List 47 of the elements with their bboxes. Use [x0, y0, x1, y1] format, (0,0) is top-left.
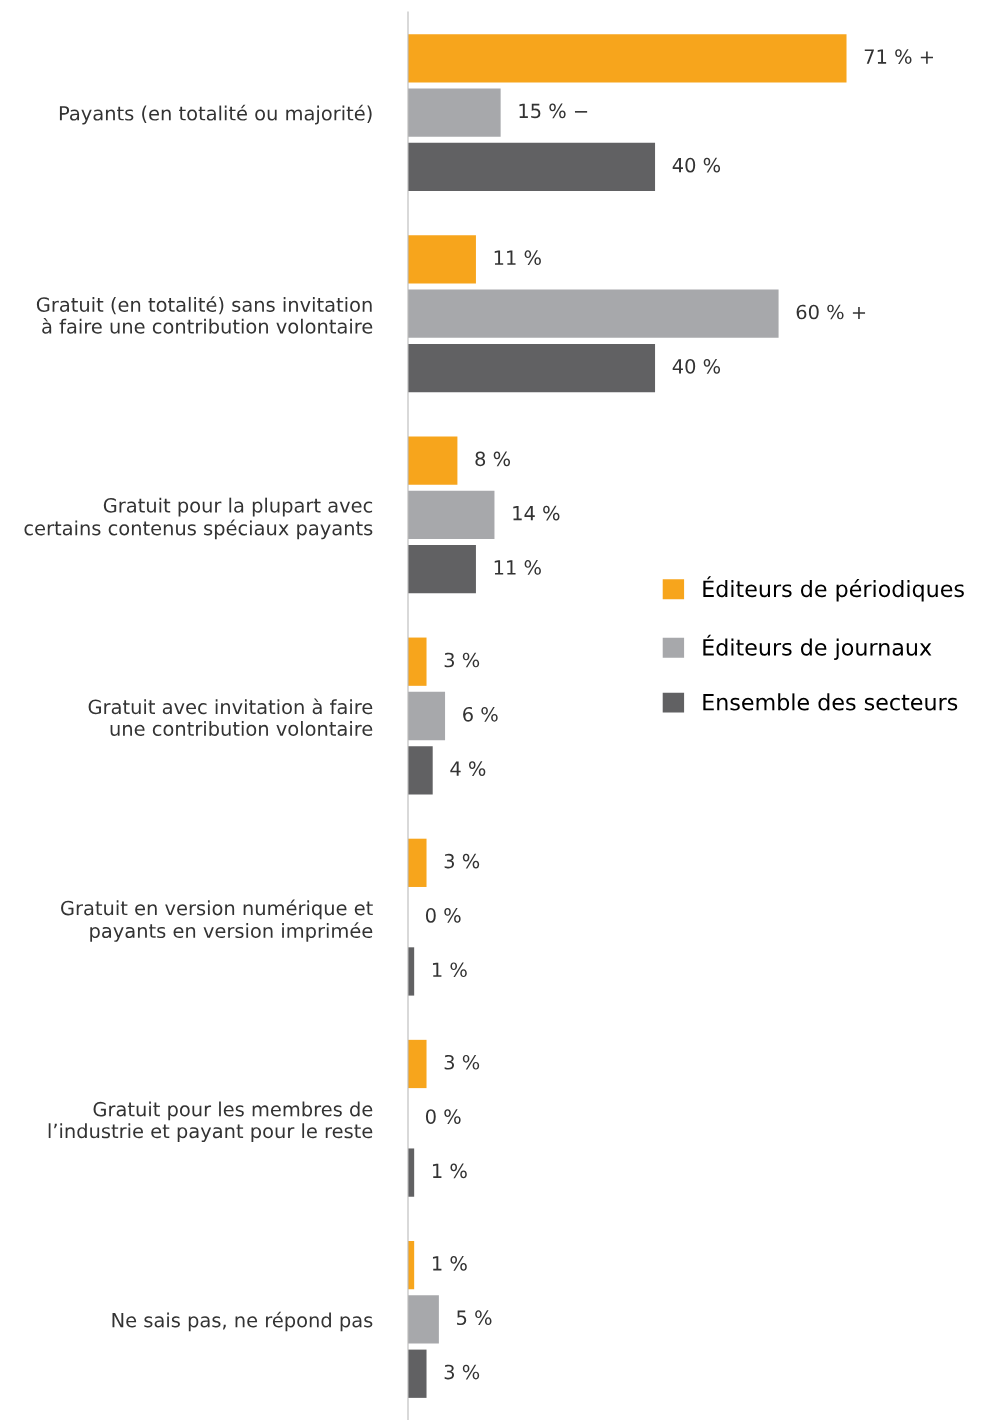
- legend-label: Éditeurs de périodiques: [703, 576, 964, 602]
- bar: [408, 838, 427, 887]
- bar: [408, 88, 501, 137]
- bar: [408, 235, 476, 284]
- bar: [408, 343, 656, 393]
- bar: [408, 545, 476, 594]
- data-label: 3 %: [444, 1054, 480, 1070]
- data-label: 4 %: [450, 761, 486, 776]
- data-label: 1 %: [432, 1256, 467, 1271]
- data-label: 40 %: [672, 157, 721, 173]
- bar: [408, 1295, 439, 1344]
- data-label: 1 %: [432, 1163, 467, 1179]
- data-label: 71 % +: [864, 49, 933, 64]
- bar: [408, 691, 446, 741]
- data-label: 8 %: [475, 451, 511, 467]
- bar: [408, 1349, 427, 1398]
- data-label: 3 %: [444, 1364, 480, 1380]
- data-label: 6 %: [463, 706, 498, 722]
- bar: [408, 34, 847, 83]
- data-label: 3 %: [444, 652, 480, 668]
- y-tick-label: Gratuit avec invitation à faire une contribution volontaire: [88, 698, 373, 737]
- y-tick-label: Payants (en totalité ou majorité): [59, 104, 372, 125]
- y-tick-label: Gratuit pour les membres de l’industrie et payant pour le reste: [48, 1101, 373, 1143]
- data-label: 0 %: [425, 908, 461, 923]
- y-tick-label: Gratuit (en totalité) sans invitation à faire une contribution volontaire: [36, 296, 373, 334]
- bar: [408, 637, 427, 686]
- y-tick-label: Gratuit en version numérique et payants en version imprimée: [61, 899, 373, 942]
- data-label: 14 %: [513, 505, 560, 521]
- bar: [408, 289, 779, 338]
- bar: [408, 436, 458, 485]
- data-label: 40 %: [672, 358, 721, 374]
- legend-label: Ensemble des secteurs: [703, 693, 958, 711]
- bar: [408, 1039, 427, 1089]
- data-label: 1 %: [432, 962, 467, 978]
- bar: [408, 142, 656, 192]
- data-label: 0 %: [425, 1109, 461, 1124]
- data-label: 11 %: [494, 560, 541, 575]
- data-label: 11 %: [494, 250, 541, 266]
- data-label: 60 % +: [796, 304, 866, 320]
- bar: [408, 746, 433, 795]
- data-label: 3 %: [444, 853, 480, 869]
- data-label: 15 % −: [519, 103, 588, 119]
- bar: [408, 490, 495, 539]
- data-label: 5 %: [457, 1310, 492, 1326]
- y-tick-label: Ne sais pas, ne répond pas: [112, 1311, 373, 1332]
- y-tick-label: Gratuit pour la plupart avec certains contenus spéciaux payants: [24, 497, 373, 540]
- legend-label: Éditeurs de journaux: [703, 634, 932, 661]
